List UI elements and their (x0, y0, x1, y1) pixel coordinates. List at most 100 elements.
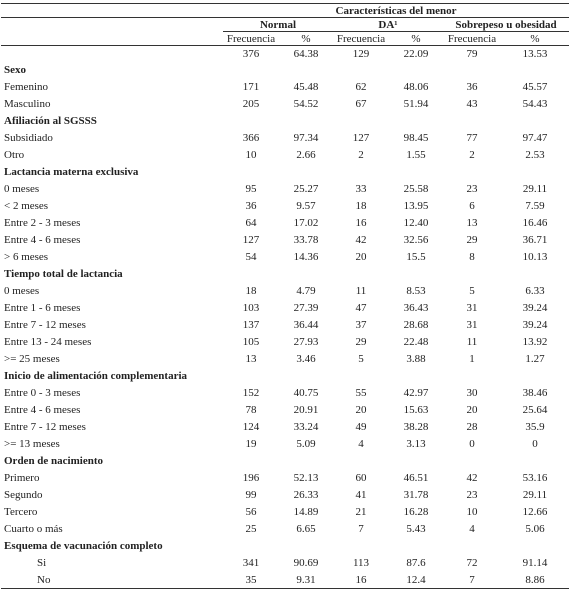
cell: 205 (242, 97, 260, 110)
total-row: 376 64.38 129 22.09 79 13.53 (1, 46, 569, 62)
cell: 113 (352, 556, 370, 569)
cell: 5.43 (406, 522, 426, 535)
data-row: < 2 meses 36 9.57 18 13.95 6 7.59 (1, 197, 569, 214)
cell: 3.88 (406, 352, 426, 365)
cell: 31 (466, 301, 478, 314)
cell: 19 (245, 437, 257, 450)
row-label: Segundo (4, 488, 43, 501)
data-row: Entre 7 - 12 meses 137 36.44 37 28.68 31 39.24 (1, 316, 569, 333)
section-title: Esquema de vacunación completo (4, 539, 163, 552)
cell: 77 (466, 131, 478, 144)
row-label: Tercero (4, 505, 38, 518)
data-row: Subsidiado 366 97.34 127 98.45 77 97.47 (1, 129, 569, 146)
cell: 3.46 (296, 352, 316, 365)
cell: 341 (242, 556, 260, 569)
data-row: Entre 2 - 3 meses 64 17.02 16 12.40 13 16.46 (1, 214, 569, 231)
cell: 9.57 (296, 199, 316, 212)
cell: 1.55 (406, 148, 426, 161)
cell: 13.53 (522, 47, 548, 60)
cell: 2.66 (296, 148, 316, 161)
cell: 2 (469, 148, 475, 161)
cell: 4 (358, 437, 364, 450)
cell: 35 (223, 571, 279, 589)
section-row: Afiliación al SGSSS (1, 112, 569, 129)
row-label: No (1, 571, 223, 589)
row-label: Entre 13 - 24 meses (4, 335, 92, 348)
cell: 13.92 (522, 335, 548, 348)
cell: 46.51 (403, 471, 429, 484)
section-title: Orden de nacimiento (4, 454, 103, 467)
cell: 4.79 (296, 284, 316, 297)
cell: 78 (245, 403, 257, 416)
cell: 53.16 (522, 471, 548, 484)
cell: 35.9 (525, 420, 545, 433)
cell: 37 (355, 318, 367, 331)
cell: 366 (242, 131, 260, 144)
data-row: Entre 1 - 6 meses 103 27.39 47 36.43 31 39.24 (1, 299, 569, 316)
cell: 25.58 (403, 182, 429, 195)
data-row: Entre 7 - 12 meses 124 33.24 49 38.28 28 35.9 (1, 418, 569, 435)
cell: 2.53 (525, 148, 545, 161)
row-label: Cuarto o más (4, 522, 63, 535)
cell: 36.43 (403, 301, 429, 314)
cell: 10 (466, 505, 478, 518)
row-label: Entre 2 - 3 meses (4, 216, 81, 229)
group-header: DA¹ (333, 17, 443, 32)
cell: 67 (355, 97, 367, 110)
column-header: Frecuencia (223, 31, 279, 46)
cell: 103 (242, 301, 260, 314)
cell: 99 (245, 488, 257, 501)
cell: 10.13 (522, 250, 548, 263)
cell: 87.6 (406, 556, 426, 569)
cell: 22.48 (403, 335, 429, 348)
cell: 3.13 (406, 437, 426, 450)
cell: 52.13 (293, 471, 319, 484)
cell: 0 (469, 437, 475, 450)
row-label: Entre 4 - 6 meses (4, 233, 81, 246)
cell: 29 (355, 335, 367, 348)
cell: 12.66 (522, 505, 548, 518)
data-table: Características del menor Normal DA¹ Sob… (1, 3, 570, 589)
cell: 127 (242, 233, 260, 246)
cell: 13 (245, 352, 257, 365)
section-row: Lactancia materna exclusiva (1, 163, 569, 180)
data-row: No 35 9.31 16 12.4 7 8.86 (1, 571, 570, 589)
cell: 14.89 (293, 505, 319, 518)
cell: 42.97 (403, 386, 429, 399)
cell: 11 (466, 335, 478, 348)
cell: 31.78 (403, 488, 429, 501)
cell: 105 (242, 335, 260, 348)
column-header: % (279, 31, 333, 46)
section-row: Inicio de alimentación complementaria (1, 367, 569, 384)
cell: 29 (466, 233, 478, 246)
cell: 55 (355, 386, 367, 399)
row-label (1, 46, 223, 62)
cell: 36.71 (522, 233, 548, 246)
cell: 0 (532, 437, 538, 450)
cell: 23 (466, 182, 478, 195)
cell: 28 (466, 420, 478, 433)
section-row: Esquema de vacunación completo (1, 537, 569, 554)
row-label: > 6 meses (4, 250, 49, 263)
cell: 25.27 (293, 182, 319, 195)
cell: 20 (355, 250, 367, 263)
section-title: Tiempo total de lactancia (4, 267, 123, 280)
section-title: Afiliación al SGSSS (4, 114, 97, 127)
row-label: Otro (4, 148, 25, 161)
column-header: % (501, 31, 570, 46)
cell: 20 (355, 403, 367, 416)
data-row: Si 341 90.69 113 87.6 72 91.14 (1, 554, 569, 571)
cell: 13.95 (403, 199, 429, 212)
cell: 23 (466, 488, 478, 501)
cell: 21 (355, 505, 367, 518)
cell: 40.75 (293, 386, 319, 399)
cell: 42 (355, 233, 367, 246)
row-label: < 2 meses (4, 199, 49, 212)
cell: 90.69 (293, 556, 319, 569)
cell: 22.09 (403, 47, 429, 60)
cell: 45.57 (522, 80, 548, 93)
cell: 14.36 (293, 250, 319, 263)
cell: 12.4 (389, 571, 443, 589)
cell: 36.44 (293, 318, 319, 331)
cell: 9.31 (279, 571, 333, 589)
